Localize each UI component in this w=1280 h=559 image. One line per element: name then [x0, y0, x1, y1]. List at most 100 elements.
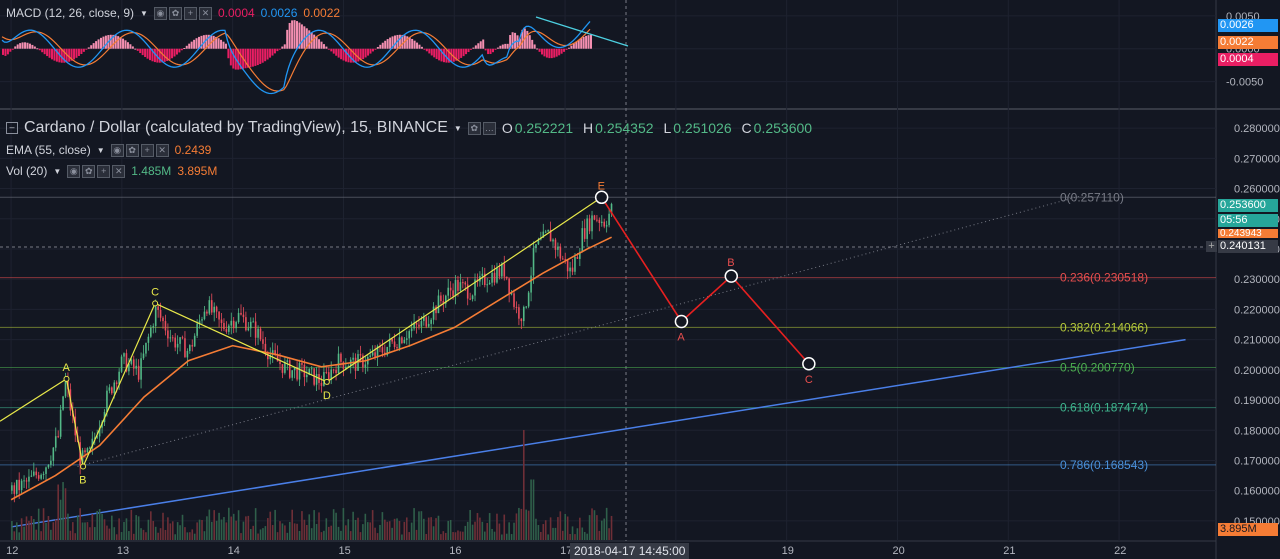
projection-point	[594, 190, 609, 205]
eye-icon[interactable]: ◉	[153, 6, 167, 20]
macd-hist-bar	[183, 48, 186, 50]
candle-body	[269, 354, 272, 360]
macd-hist-bar	[80, 48, 83, 54]
volume-bar	[206, 516, 208, 540]
volume-bar	[286, 532, 289, 540]
volume-bar	[13, 531, 16, 540]
volume-bar	[293, 523, 296, 540]
candle-body	[301, 363, 303, 365]
candle-body	[198, 320, 201, 324]
candle-body	[62, 396, 64, 410]
macd-hist-bar	[506, 43, 509, 49]
close-icon[interactable]: ✕	[112, 164, 126, 178]
candle-body	[364, 364, 367, 368]
macd-trendline	[535, 16, 629, 47]
volume-bar	[93, 527, 96, 540]
macd-hist-bar	[565, 48, 568, 50]
crosshair-price-tag: 0.240131	[1218, 240, 1278, 253]
candle-body	[235, 322, 237, 329]
candle-body	[120, 356, 123, 372]
candle-body	[13, 485, 16, 494]
symbol-menu-icon[interactable]: ▼	[453, 123, 462, 133]
ema-price-tag: 0.243943	[1218, 229, 1278, 238]
volume-bar	[259, 529, 262, 540]
volume-bar	[150, 511, 152, 540]
candle-body	[427, 323, 430, 327]
macd-hist-bar	[398, 34, 401, 49]
volume-bar	[264, 526, 267, 540]
settings-icon[interactable]: ✿	[82, 164, 96, 178]
symbol-title[interactable]: Cardano / Dollar (calculated by TradingV…	[24, 119, 448, 136]
more-icon[interactable]: …	[482, 121, 496, 135]
ema-legend: EMA (55, close) ▼ ◉ ✿ + ✕ 0.2439	[6, 143, 211, 157]
close-icon[interactable]: ✕	[198, 6, 212, 20]
candle-body	[410, 328, 413, 332]
candle-body	[371, 352, 374, 356]
volume-bar	[135, 515, 137, 540]
volume-bar	[481, 521, 484, 540]
collapse-icon[interactable]: –	[6, 122, 18, 134]
macd-hist-bar	[428, 48, 431, 54]
eye-icon[interactable]: ◉	[67, 164, 81, 178]
volume-bar	[342, 508, 345, 540]
candle-body	[386, 346, 389, 356]
low-label: L	[663, 120, 672, 136]
volume-bar	[527, 510, 530, 540]
macd-hist-bar	[521, 29, 524, 49]
ema-menu-icon[interactable]: ▼	[96, 145, 105, 155]
candle-body	[89, 447, 91, 449]
volume-bar	[213, 510, 216, 540]
volume-bar	[559, 511, 562, 540]
macd-menu-icon[interactable]: ▼	[140, 8, 148, 18]
volume-bar	[30, 516, 33, 540]
crosshair-plus-icon[interactable]: +	[1206, 241, 1217, 252]
candle-body	[569, 267, 571, 272]
macd-hist-bar	[435, 48, 438, 59]
candle-body	[610, 203, 613, 214]
candle-body	[527, 292, 530, 307]
volume-bar	[335, 512, 337, 540]
add-icon[interactable]: +	[140, 143, 154, 157]
candle-body	[483, 273, 486, 286]
candle-body	[491, 272, 493, 283]
macd-hist-bar	[496, 47, 499, 49]
volume-bar	[306, 525, 308, 540]
macd-hist-bar	[391, 36, 394, 49]
macd-hist-bar	[126, 42, 129, 49]
add-icon[interactable]: +	[97, 164, 111, 178]
macd-hist-bar	[308, 30, 311, 49]
volume-bar	[440, 534, 442, 540]
volume-bar	[557, 517, 559, 540]
eye-icon[interactable]: ◉	[110, 143, 124, 157]
macd-hist-bar	[538, 48, 541, 52]
macd-hist-bar	[65, 48, 68, 63]
fib-level-label: 0.236(0.230518)	[1060, 271, 1148, 285]
price-tick-label: 0.190000	[1234, 395, 1280, 407]
volume-bar	[59, 499, 62, 540]
volume-bar	[386, 521, 389, 540]
volume-bar	[330, 525, 333, 540]
candle-body	[320, 382, 323, 386]
volume-bar	[281, 523, 284, 540]
candle-body	[388, 338, 391, 347]
settings-icon[interactable]: ✿	[467, 121, 481, 135]
vol-menu-icon[interactable]: ▼	[53, 166, 62, 176]
macd-hist-bar	[205, 34, 208, 49]
settings-icon[interactable]: ✿	[168, 6, 182, 20]
candle-body	[600, 221, 603, 224]
macd-hist-bar	[239, 48, 242, 70]
macd-hist-bar	[220, 39, 223, 49]
macd-hist-bar	[261, 48, 264, 63]
volume-bar	[184, 527, 186, 540]
candle-body	[510, 293, 513, 295]
settings-icon[interactable]: ✿	[125, 143, 139, 157]
candle-body	[454, 279, 457, 297]
macd-hist-bar	[482, 39, 485, 49]
add-icon[interactable]: +	[183, 6, 197, 20]
macd-hist-bar	[198, 36, 200, 49]
candle-body	[535, 244, 537, 249]
close-icon[interactable]: ✕	[155, 143, 169, 157]
volume-bar	[62, 482, 64, 540]
candle-body	[113, 382, 116, 394]
